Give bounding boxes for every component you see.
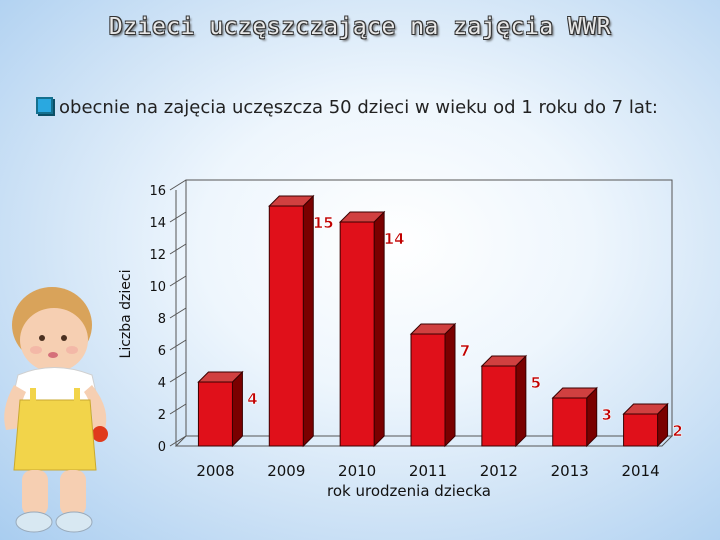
- bullet-point: obecnie na zajęcia uczęszcza 50 dzieci w…: [36, 96, 706, 120]
- y-tick-label: 4: [158, 376, 166, 391]
- bar-2014: 2: [622, 402, 683, 448]
- bar-side: [302, 194, 314, 448]
- x-axis-label: rok urodzenia dziecka: [327, 482, 491, 500]
- y-tick-mark: [169, 403, 187, 415]
- bar-value-label: 3: [601, 406, 611, 424]
- bar-2010: 14: [338, 210, 405, 448]
- y-tick-mark: [169, 243, 187, 255]
- bar-value-label: 5: [531, 374, 541, 392]
- bar-2013: 3: [551, 386, 612, 448]
- x-tick-label: 2011: [409, 462, 447, 480]
- bar-value-label: 7: [460, 342, 470, 360]
- bar-front: [481, 365, 517, 447]
- y-tick-mark: [169, 179, 187, 191]
- y-tick-label: 0: [158, 440, 166, 455]
- y-tick-label: 2: [158, 408, 166, 423]
- bar-side: [515, 354, 527, 448]
- y-tick-label: 10: [149, 280, 166, 295]
- bar-front: [623, 413, 659, 447]
- x-tick-label: 2013: [551, 462, 589, 480]
- x-tick-label: 2012: [480, 462, 518, 480]
- y-tick-label: 12: [149, 248, 166, 263]
- bar-side: [231, 370, 243, 448]
- bar-value-label: 4: [247, 390, 257, 408]
- y-tick-label: 6: [158, 344, 166, 359]
- bar-front: [268, 205, 304, 447]
- bar-front: [552, 397, 588, 447]
- slide-title: Dzieci uczęszczające na zajęcia WWR: [108, 14, 612, 40]
- square-bullet-icon: [36, 97, 53, 114]
- y-axis-label: Liczba dzieci: [118, 270, 134, 359]
- y-tick-mark: [169, 211, 187, 223]
- x-tick-label: 2014: [621, 462, 659, 480]
- bar-front: [410, 333, 446, 447]
- bar-2012: 5: [480, 354, 541, 448]
- bullet-text: obecnie na zajęcia uczęszcza 50 dzieci w…: [59, 97, 659, 118]
- y-tick-label: 16: [149, 184, 166, 199]
- bar-2011: 7: [409, 322, 471, 448]
- bar-2008: 4: [197, 370, 258, 448]
- x-tick-label: 2008: [196, 462, 234, 480]
- bar-front: [197, 381, 233, 447]
- bar-side: [444, 322, 456, 448]
- x-tick-label: 2010: [338, 462, 376, 480]
- y-tick-label: 8: [158, 312, 166, 327]
- y-tick-mark: [169, 339, 187, 351]
- bar-value-label: 14: [384, 230, 405, 248]
- bar-side: [373, 210, 385, 448]
- bar-2009: 15: [268, 194, 334, 448]
- y-tick-label: 14: [149, 216, 166, 231]
- x-axis-ticks: 2008 2009 2010 2011 2012 2013 2014: [196, 462, 659, 480]
- bars: 4 15 14 7 5 3 2: [197, 194, 683, 448]
- bar-value-label: 15: [313, 214, 334, 232]
- y-tick-mark: [169, 275, 187, 287]
- x-tick-label: 2009: [267, 462, 305, 480]
- y-tick-mark: [169, 371, 187, 383]
- toddler-doll-illustration: [4, 287, 108, 533]
- bar-front: [339, 221, 375, 447]
- y-tick-mark: [169, 435, 187, 447]
- bar-value-label: 2: [672, 422, 682, 440]
- y-axis-ticks: 0 2 4 6 8 10 12 14 16: [149, 179, 187, 455]
- y-tick-mark: [169, 307, 187, 319]
